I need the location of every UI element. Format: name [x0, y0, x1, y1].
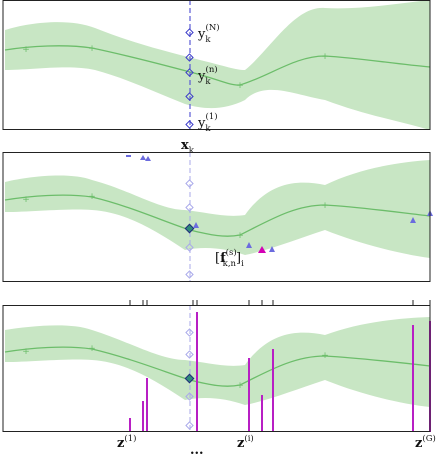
- inducing-point-marker: +: [236, 381, 244, 391]
- label-z-i: z(i): [237, 433, 254, 451]
- weight-bar: [142, 401, 144, 432]
- inducing-point-marker: +: [88, 44, 96, 54]
- inducing-point-marker: +: [88, 192, 96, 202]
- panel-frame: [2, 305, 431, 432]
- weight-bar: [272, 349, 274, 432]
- inducing-point-marker: +: [22, 347, 30, 357]
- faded-diamonds: [185, 328, 194, 430]
- weight-bar: [146, 378, 148, 432]
- weight-bar: [261, 395, 263, 432]
- triangle-marker: [140, 155, 146, 160]
- diamond-marker: [185, 203, 194, 212]
- gp-mean: [4, 346, 431, 387]
- panel-2: + + + + [f(s) k,n]i: [2, 152, 433, 282]
- triangle-marker: [145, 156, 151, 161]
- label-dots: ...: [190, 443, 204, 458]
- label-z-G: z(G): [415, 433, 436, 451]
- selected-diamond: [184, 373, 195, 384]
- diamond-marker: [185, 328, 194, 337]
- diamond-marker: [185, 421, 194, 430]
- label-z-1: z(1): [117, 433, 136, 451]
- gp-band: [5, 0, 430, 130]
- inducing-points: + + + +: [22, 44, 329, 91]
- triangle-marker: [193, 222, 199, 228]
- inducing-point-marker: +: [88, 344, 96, 354]
- inducing-point-marker: +: [236, 231, 244, 241]
- weight-bar: [196, 312, 198, 432]
- highlight-triangle: [258, 246, 266, 253]
- diamond-marker: [185, 53, 194, 62]
- inducing-point-marker: +: [236, 81, 244, 91]
- gp-mean: [4, 194, 431, 237]
- inducing-points: + + + +: [22, 192, 329, 241]
- triangle-marker: [410, 217, 416, 223]
- triangle-marker-clipped: [126, 155, 131, 157]
- diamond-marker: [185, 28, 194, 37]
- panel-frame: [2, 0, 431, 130]
- panel-1: + + + + yk(N) yk(n) yk(1) xk: [2, 0, 431, 156]
- weight-bar: [412, 325, 414, 432]
- inducing-point-marker: +: [321, 201, 329, 211]
- inducing-points: + + + +: [22, 344, 329, 391]
- panel-3: + + + + z(1) ... z(i) z(G): [2, 300, 436, 458]
- triangle-marker: [269, 246, 275, 252]
- diamond-marker: [185, 270, 194, 279]
- diamond-marker: [185, 350, 194, 359]
- label-x-k: xk: [181, 138, 195, 156]
- top-ticks: [129, 300, 431, 305]
- inducing-point-marker: +: [22, 195, 30, 205]
- faded-diamonds: [185, 179, 194, 279]
- gp-band: [5, 160, 430, 258]
- label-y-N: yk(N): [197, 22, 220, 45]
- diamond-marker: [185, 243, 194, 252]
- sample-diamonds: [185, 28, 194, 129]
- selected-diamond: [184, 223, 195, 234]
- label-y-1: yk(1): [197, 111, 218, 134]
- inducing-point-marker: +: [321, 52, 329, 62]
- panel-frame: [2, 152, 431, 282]
- weight-bar: [129, 418, 131, 432]
- gp-band: [5, 317, 430, 407]
- inducing-point-marker: +: [321, 351, 329, 361]
- triangle-marker: [246, 242, 252, 248]
- label-y-n: yk(n): [197, 64, 218, 87]
- weight-bar: [248, 358, 250, 432]
- diamond-marker: [185, 392, 194, 401]
- diamond-marker: [185, 68, 194, 77]
- diamond-marker: [185, 179, 194, 188]
- diamond-marker: [185, 120, 194, 129]
- diamond-marker: [185, 92, 194, 101]
- gp-mean: [4, 45, 431, 86]
- label-f-kn: [f(s) k,n]i: [215, 247, 244, 269]
- inducing-point-marker: +: [22, 45, 30, 55]
